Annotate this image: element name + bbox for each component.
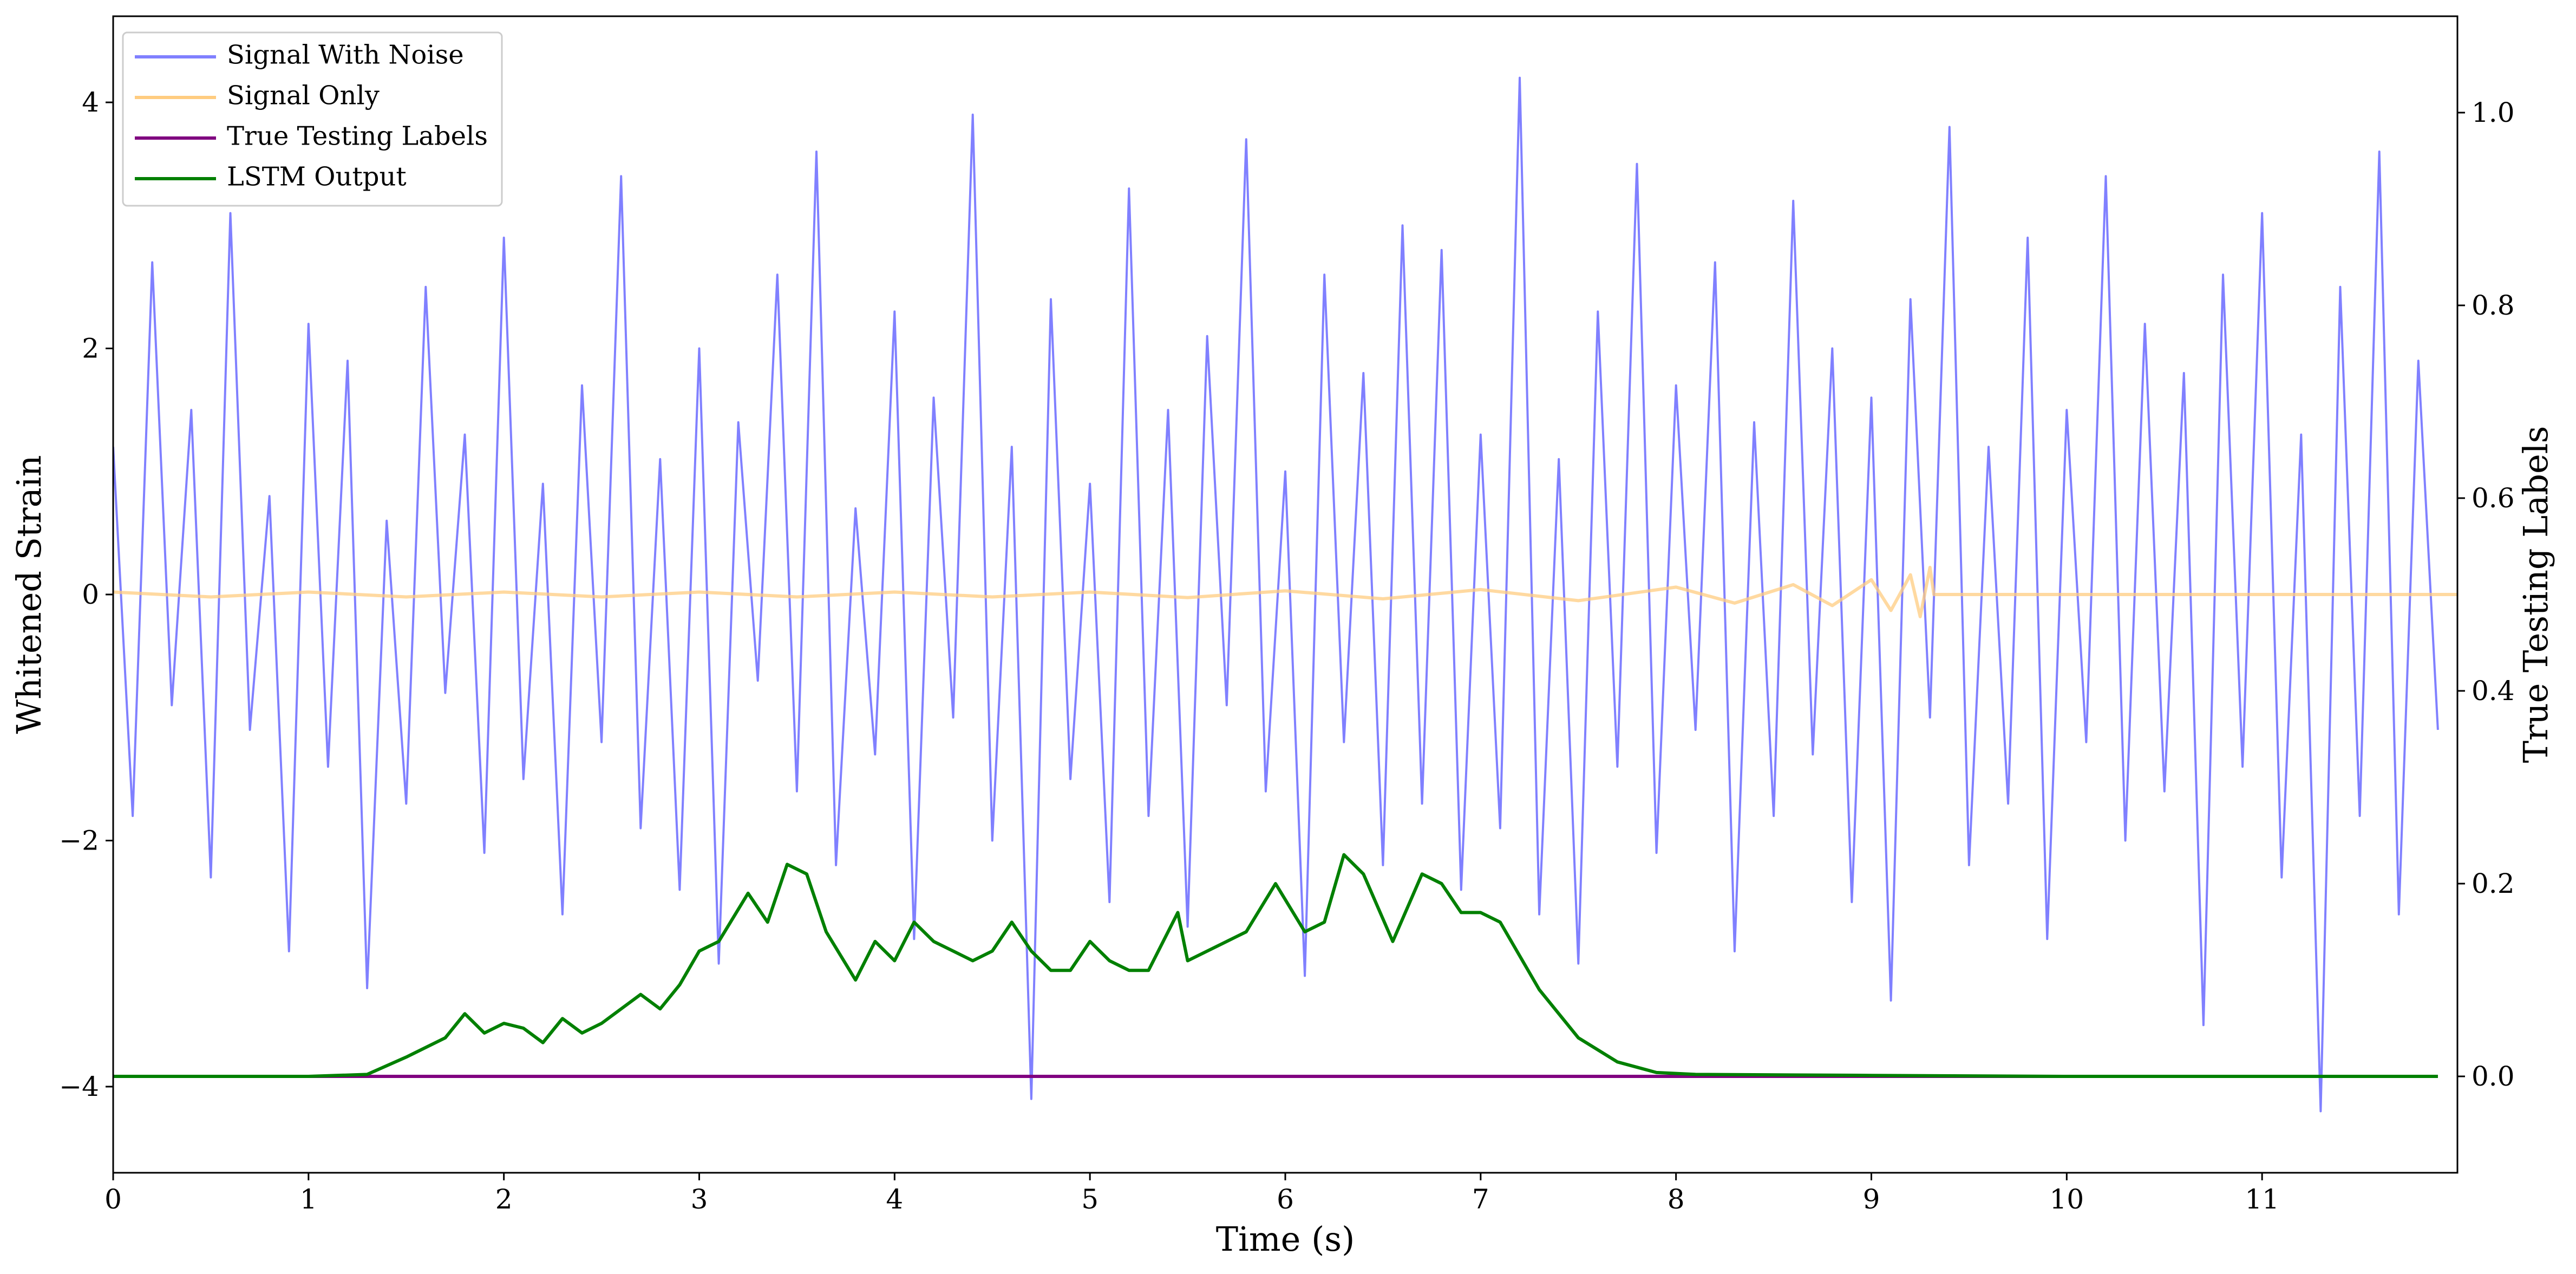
y2-tick-label: 0.0 — [2472, 1061, 2515, 1092]
x-tick-label: 10 — [2050, 1184, 2084, 1215]
x-tick-label: 11 — [2245, 1184, 2279, 1215]
x-tick-label: 7 — [1472, 1184, 1489, 1215]
series-line — [113, 566, 2457, 618]
legend-label: LSTM Output — [227, 162, 407, 192]
y2-tick-label: 0.4 — [2472, 675, 2515, 707]
y-tick-label: 0 — [82, 579, 99, 610]
x-axis-label: Time (s) — [1216, 1219, 1355, 1259]
y-tick-label: 4 — [82, 87, 99, 118]
y2-tick-label: 0.2 — [2472, 868, 2515, 899]
y-tick-label: −2 — [59, 825, 99, 856]
y2-axis-label: True Testing Labels — [2516, 426, 2555, 763]
plot-lines — [113, 76, 2457, 1113]
y2-tick-label: 1.0 — [2472, 97, 2515, 128]
legend-label: Signal With Noise — [227, 40, 464, 70]
series-line — [113, 853, 2438, 1078]
y-axis-label: Whitened Strain — [9, 455, 49, 734]
y-tick-label: 2 — [82, 333, 99, 364]
legend-label: True Testing Labels — [227, 121, 488, 152]
y2-tick-label: 0.6 — [2472, 482, 2515, 514]
legend-box — [122, 31, 503, 207]
x-tick-label: 4 — [886, 1184, 903, 1215]
legend-label: Signal Only — [227, 81, 380, 111]
x-tick-label: 8 — [1668, 1184, 1685, 1215]
x-tick-label: 2 — [495, 1184, 513, 1215]
series-line — [113, 76, 2439, 1113]
x-tick-label: 1 — [300, 1184, 317, 1215]
x-tick-label: 6 — [1277, 1184, 1294, 1215]
x-tick-label: 0 — [104, 1184, 122, 1215]
x-tick-label: 9 — [1863, 1184, 1880, 1215]
x-tick-label: 5 — [1081, 1184, 1099, 1215]
y-tick-label: −4 — [59, 1071, 99, 1102]
x-tick-label: 3 — [691, 1184, 708, 1215]
y2-tick-label: 0.8 — [2472, 290, 2515, 321]
